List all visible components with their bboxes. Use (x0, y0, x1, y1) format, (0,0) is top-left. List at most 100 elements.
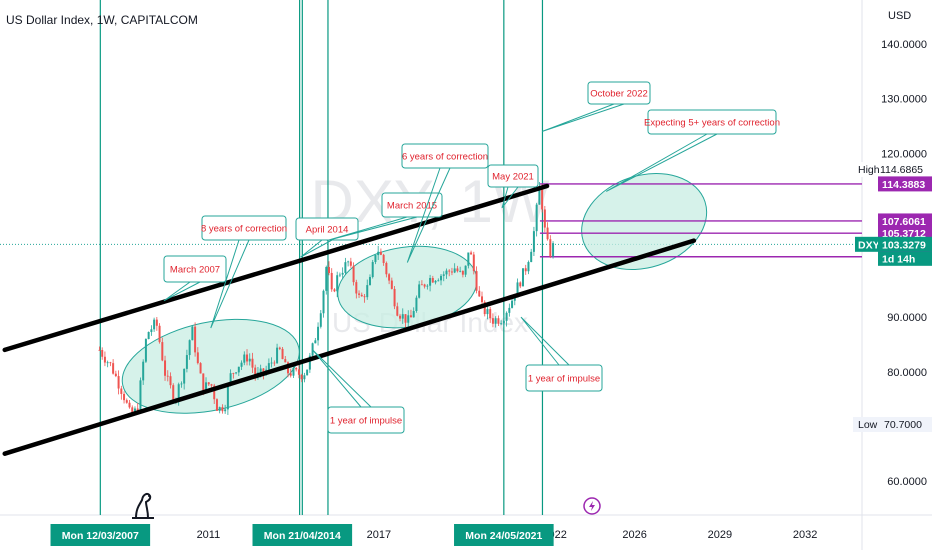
callout-pointer (542, 103, 625, 132)
callout-pointer (312, 349, 372, 408)
callout-pointer (210, 239, 250, 329)
candle-body (232, 373, 235, 375)
candle-body (276, 347, 279, 364)
callout-label: 8 years of correction (201, 224, 287, 235)
y-axis: 140.0000 130.0000 120.0000 90.0000 80.0000 60… (881, 39, 927, 488)
low-label: Low (858, 419, 878, 431)
candle-body (133, 408, 136, 414)
low-tag-bg (853, 417, 932, 432)
callout-label: April 2014 (306, 225, 349, 236)
candle-body (390, 280, 393, 289)
candle-body (423, 284, 426, 287)
candle-body (117, 376, 120, 389)
last-price-tag (878, 236, 932, 252)
candle-body (224, 409, 227, 412)
candle-body (128, 402, 131, 408)
candle-body (177, 384, 180, 400)
candle-body (470, 252, 473, 255)
level-price-tag (878, 213, 932, 229)
callout-label: May 2021 (492, 172, 534, 183)
candle-body (98, 349, 101, 351)
candle-body (103, 356, 106, 363)
lightning-event-icon[interactable] (583, 497, 601, 515)
candle-body (248, 358, 251, 362)
candle-body (125, 400, 128, 403)
callout-pointer (501, 186, 519, 209)
date-marker-tag (252, 524, 353, 546)
candle-body (330, 272, 333, 290)
candle-body (273, 362, 276, 364)
date-marker-label: Mon 24/05/2021 (465, 530, 542, 542)
candle-body (172, 385, 175, 401)
candle-body (407, 315, 410, 323)
x-tick-label: 2032 (793, 529, 817, 541)
candle-body (393, 288, 396, 307)
candle-body (205, 382, 208, 392)
candle-body (382, 254, 385, 263)
tradingview-dino-icon[interactable] (132, 492, 154, 519)
candle-body (426, 285, 429, 287)
candle-body (213, 385, 216, 400)
candle-body (338, 274, 341, 276)
candle-body (314, 340, 317, 344)
callout-pointer (300, 239, 333, 258)
callout-box (201, 215, 287, 241)
candle-body (289, 373, 292, 376)
candle-body (508, 307, 511, 313)
candle-body (450, 271, 453, 273)
candle-body (259, 368, 262, 373)
candle-body (210, 384, 213, 386)
callout-pointer (406, 167, 451, 263)
candle-body (131, 407, 134, 414)
candle-body (207, 382, 210, 385)
candle-body (218, 407, 221, 411)
candle-body (267, 363, 270, 370)
candle-body (166, 375, 169, 377)
callout-box (401, 143, 489, 169)
candle-body (440, 275, 443, 281)
candle-body (142, 361, 145, 381)
candle-body (467, 252, 470, 266)
candle-body (347, 261, 350, 263)
candle-body (418, 284, 421, 298)
candle-body (109, 362, 112, 364)
callout-pointer (520, 316, 570, 366)
candle-body (153, 319, 156, 330)
candle-body (352, 265, 355, 283)
candle-body (453, 268, 456, 273)
candle-body (226, 384, 229, 410)
candle-body (475, 271, 478, 291)
channel-lines (2, 183, 697, 456)
candle-body (388, 274, 391, 281)
candle-body (379, 251, 382, 255)
y-tick-label: 120.0000 (881, 148, 927, 160)
candle-body (549, 239, 552, 257)
y-tick-label: 60.0000 (887, 476, 927, 488)
candle-body (319, 313, 322, 327)
candle-body (511, 300, 514, 308)
y-tick-label: 140.0000 (881, 39, 927, 51)
callout-label: 6 years of correction (402, 152, 488, 163)
candle-body (461, 270, 464, 275)
candle-body (311, 343, 314, 356)
candle-body (409, 315, 412, 318)
candle-body (532, 231, 535, 252)
candle-body (270, 362, 273, 364)
callout-box (487, 164, 539, 188)
candle-body (396, 306, 399, 316)
candle-body (489, 309, 492, 319)
candle-body (481, 296, 484, 303)
candle-body (303, 375, 306, 380)
candle-body (169, 376, 172, 386)
candle-body (524, 268, 527, 272)
callout-box (163, 255, 227, 283)
date-marker-tag (50, 524, 151, 546)
candle-body (494, 318, 497, 324)
candle-body (308, 355, 311, 370)
candle-body (552, 243, 555, 257)
candle-body (355, 282, 358, 294)
candle-body (445, 270, 448, 275)
candle-body (139, 380, 142, 413)
